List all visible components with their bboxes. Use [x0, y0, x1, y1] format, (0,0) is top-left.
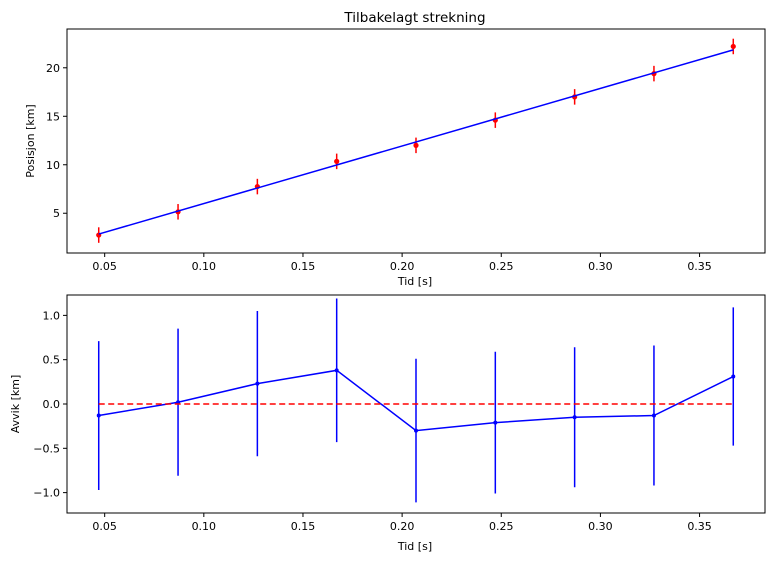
x-tick-label: 0.15: [291, 520, 316, 533]
y-tick-label: 20: [46, 62, 60, 75]
data-point: [176, 400, 181, 405]
x-tick-label: 0.30: [588, 260, 613, 273]
x-axis-label: Tid [s]: [397, 540, 432, 553]
position-marks: [96, 38, 736, 243]
position-panel: Tilbakelagt strekning 0.05 0.10 0.15 0.20 0.…: [24, 10, 766, 288]
y-tick-label: 15: [46, 110, 60, 123]
x-tick-label: 0.05: [92, 520, 117, 533]
data-point: [651, 413, 656, 418]
data-point: [414, 428, 418, 433]
plot-frame: [66, 28, 766, 254]
data-point: [255, 381, 260, 386]
x-tick-label: 0.10: [192, 260, 217, 273]
x-tick-label: 0.20: [390, 260, 415, 273]
x-axis-ticks: 0.05 0.10 0.15 0.20 0.25 0.30 0.35: [92, 253, 712, 273]
y-tick-label: −1.0: [33, 487, 60, 500]
y-axis-label: Avvik [km]: [9, 375, 22, 434]
data-point: [334, 158, 340, 164]
y-tick-label: 5: [53, 207, 60, 220]
chart-title: Tilbakelagt strekning: [343, 10, 485, 26]
y-tick-label: 0.5: [43, 354, 61, 367]
deviation-marks: [96, 298, 736, 503]
x-tick-label: 0.20: [390, 520, 415, 533]
x-tick-label: 0.35: [687, 520, 712, 533]
x-tick-label: 0.15: [291, 260, 316, 273]
x-tick-label: 0.25: [489, 260, 514, 273]
fit-line: [98, 49, 734, 235]
y-axis-ticks: −1.0 −0.5 0.0 0.5 1.0: [33, 309, 67, 500]
y-axis-label: Posisjon [km]: [24, 104, 37, 177]
data-point: [572, 415, 577, 420]
x-tick-label: 0.35: [687, 260, 712, 273]
data-point: [96, 413, 101, 418]
data-point: [413, 142, 419, 148]
x-tick-label: 0.05: [92, 260, 117, 273]
y-tick-label: −0.5: [33, 442, 60, 455]
data-point: [334, 368, 339, 373]
x-axis-label: Tid [s]: [397, 275, 432, 288]
y-tick-label: 0.0: [43, 398, 61, 411]
y-tick-label: 10: [46, 159, 60, 172]
x-tick-label: 0.30: [588, 520, 613, 533]
x-tick-label: 0.10: [192, 520, 217, 533]
deviation-panel: 0.05 0.10 0.15 0.20 0.25 0.30 0.35 −1.0 −0.5 0.0…: [9, 294, 766, 553]
x-tick-label: 0.25: [489, 520, 514, 533]
y-axis-ticks: 5 10 15 20: [46, 62, 67, 220]
x-axis-ticks: 0.05 0.10 0.15 0.20 0.25 0.30 0.35: [92, 513, 712, 533]
data-point: [731, 374, 736, 379]
data-point: [730, 43, 736, 50]
y-tick-label: 1.0: [43, 309, 61, 322]
data-point: [493, 420, 498, 425]
